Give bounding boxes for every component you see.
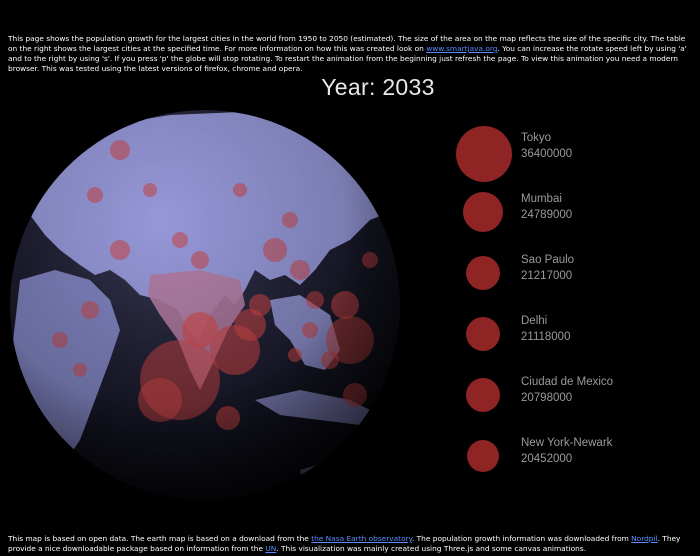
city-row: New York-Newark 20452000 xyxy=(452,425,692,485)
city-size-marker xyxy=(466,317,500,351)
city-name: Ciudad de Mexico xyxy=(521,376,614,388)
city-population: 36400000 xyxy=(521,148,573,160)
city-name: Mumbai xyxy=(521,193,562,205)
city-size-marker xyxy=(466,256,500,290)
globe-canvas[interactable] xyxy=(0,100,440,540)
city-name: Sao Paulo xyxy=(521,254,575,266)
city-population: 20452000 xyxy=(521,453,573,465)
footer-text: This map is based on open data. The eart… xyxy=(8,534,692,554)
footer-text-part-4: . This visualization was mainly created … xyxy=(276,544,587,553)
city-row: Sao Paulo 21217000 xyxy=(452,242,692,302)
footer-text-part-2: . The population growth information was … xyxy=(411,534,632,543)
globe-shading xyxy=(10,110,400,500)
smartjava-link[interactable]: www.smartjava.org xyxy=(426,44,498,53)
nasa-link[interactable]: the Nasa Earth observatory xyxy=(311,534,412,543)
city-name: New York-Newark xyxy=(521,437,613,449)
city-size-marker xyxy=(463,192,503,232)
city-row: Mumbai 24789000 xyxy=(452,181,692,241)
intro-text-part-1: This page shows the population growth fo… xyxy=(8,34,686,53)
footer-text-part-1: This map is based on open data. The eart… xyxy=(8,534,312,543)
city-population: 20798000 xyxy=(521,392,573,404)
intro-text: This page shows the population growth fo… xyxy=(8,34,692,74)
city-population: 21118000 xyxy=(521,331,571,343)
city-population: 21217000 xyxy=(521,270,573,282)
city-row: Delhi 21118000 xyxy=(452,303,692,363)
largest-cities-list: Tokyo 36400000 Mumbai 24789000 Sao Paulo… xyxy=(452,120,692,490)
nordpil-link[interactable]: Nordpil xyxy=(631,534,658,543)
un-link[interactable]: UN xyxy=(265,544,277,553)
year-label: Year: 2033 xyxy=(321,74,435,100)
city-row: Ciudad de Mexico 20798000 xyxy=(452,364,692,424)
city-name: Tokyo xyxy=(521,132,552,144)
city-size-marker xyxy=(467,440,499,472)
city-population: 24789000 xyxy=(521,209,573,221)
city-size-marker xyxy=(466,378,500,412)
intro-text-part-2: . You can increase the rotate speed left… xyxy=(8,44,687,73)
city-name: Delhi xyxy=(521,315,548,327)
city-row: Tokyo 36400000 xyxy=(452,120,692,182)
footer-text-part-3: . They provide a nice downloadable packa… xyxy=(8,534,681,553)
city-size-marker xyxy=(456,126,512,182)
